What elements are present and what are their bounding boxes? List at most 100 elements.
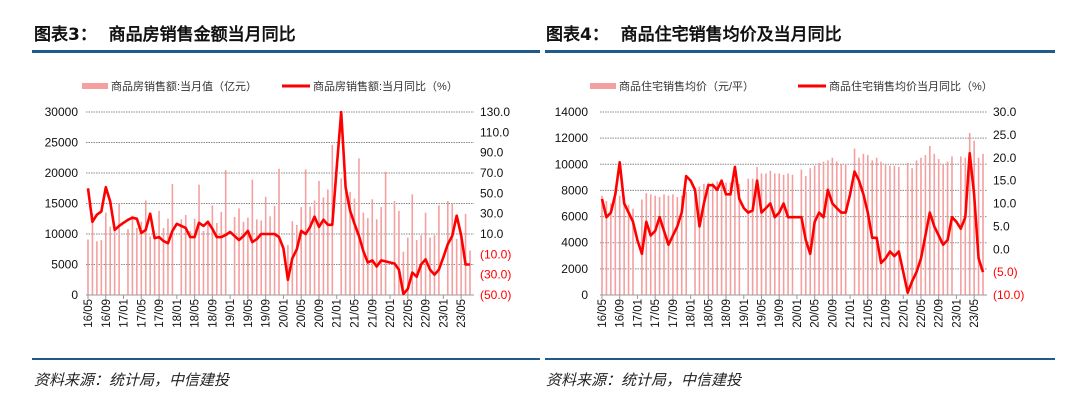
right-tick-label: 30.0 [480,207,504,221]
bar [831,157,834,295]
x-tick-label: 20/05 [810,299,822,328]
right-tick-label: 5.0 [993,219,1010,233]
bar [703,183,705,295]
x-tick-label: 20/01 [792,299,804,328]
bar [880,161,882,295]
bar [269,216,271,295]
chart4-title: 图表4： 商品住宅销售均价及当月同比 [546,25,842,45]
bar [327,189,329,295]
bar [313,200,316,295]
x-tick-label: 22/09 [934,299,946,328]
bar [756,166,758,295]
x-tick-label: 22/01 [385,299,397,328]
x-tick-label: 18/05 [703,299,715,328]
bar [800,169,803,295]
x-tick-label: 19/09 [261,299,273,328]
right-tick-label: 0.0 [993,242,1010,256]
bar [818,162,820,295]
bar [893,165,896,295]
chart4-source: 资料来源：统计局，中信建投 [546,371,742,389]
bar [867,155,869,295]
right-tick-label: 10.0 [993,197,1017,211]
bar [720,181,723,295]
bar [340,178,342,295]
bar [618,195,621,295]
bar [942,164,944,295]
x-tick-label: 19/01 [225,299,237,328]
bar [216,223,218,295]
bar [920,157,922,295]
bar [884,164,887,295]
left-tick-label: 30000 [45,105,79,119]
x-tick-label: 16/05 [83,299,95,328]
bar [716,181,718,295]
bar [946,161,949,295]
bar [751,178,754,295]
bar [255,219,258,295]
x-tick-label: 19/05 [756,299,768,328]
bar [698,186,701,295]
bar [273,205,276,295]
bar [977,157,980,295]
x-tick-label: 20/09 [314,299,326,328]
bar [937,159,940,295]
bar [140,221,143,295]
right-tick-label: (10.0) [480,247,511,261]
bar [144,200,147,295]
bar [773,173,776,295]
bar [224,169,227,295]
bar [672,194,674,295]
bar [663,194,665,295]
x-tick-label: 17/01 [632,299,644,328]
bar [247,217,249,295]
bar [654,195,656,295]
bar [136,227,138,295]
yoy-line [86,110,470,296]
x-tick-label: 20/01 [278,299,290,328]
bar [610,203,612,295]
right-tick-label: 130.0 [480,105,510,119]
right-tick-label: 30.0 [993,105,1017,119]
left-tick-label: 12000 [555,131,589,145]
bar [982,153,984,295]
x-tick-label: 23/01 [438,299,450,328]
right-tick-label: 110.0 [480,125,509,139]
bar [455,238,458,295]
bar [162,227,165,295]
legend-bar-label: 商品房销售额:当月值（亿元） [111,79,257,93]
x-tick-label: 17/09 [154,299,166,328]
bar [627,204,630,295]
bar [964,157,967,295]
bar [469,250,471,295]
bar [658,196,661,295]
bar [380,207,382,295]
x-tick-label: 16/05 [597,299,609,328]
legend-line-label: 商品住宅销售均价当月同比（%） [829,79,993,93]
x-tick-label: 21/09 [881,299,893,328]
left-tick-label: 25000 [45,136,79,150]
x-tick-label: 18/09 [207,299,219,328]
bar [300,207,303,295]
bar [202,230,205,295]
left-tick-label: 6000 [561,210,588,224]
bar [778,173,781,295]
chart4-footer-rule [545,358,1055,360]
bar [153,234,156,295]
bar [685,191,687,295]
bar [260,220,263,295]
bar [344,191,347,295]
chart4-header-rule [545,50,1055,53]
bar [118,203,120,295]
bar [127,229,129,295]
left-tick-label: 14000 [555,105,589,119]
x-tick-label: 21/05 [350,299,362,328]
bar [623,196,625,295]
right-tick-label: 15.0 [993,174,1017,188]
bar [180,219,183,295]
x-tick-label: 21/01 [332,299,344,328]
bar [167,218,169,295]
bar [295,224,298,295]
chart3-header-rule [32,50,540,53]
bar [411,194,414,295]
